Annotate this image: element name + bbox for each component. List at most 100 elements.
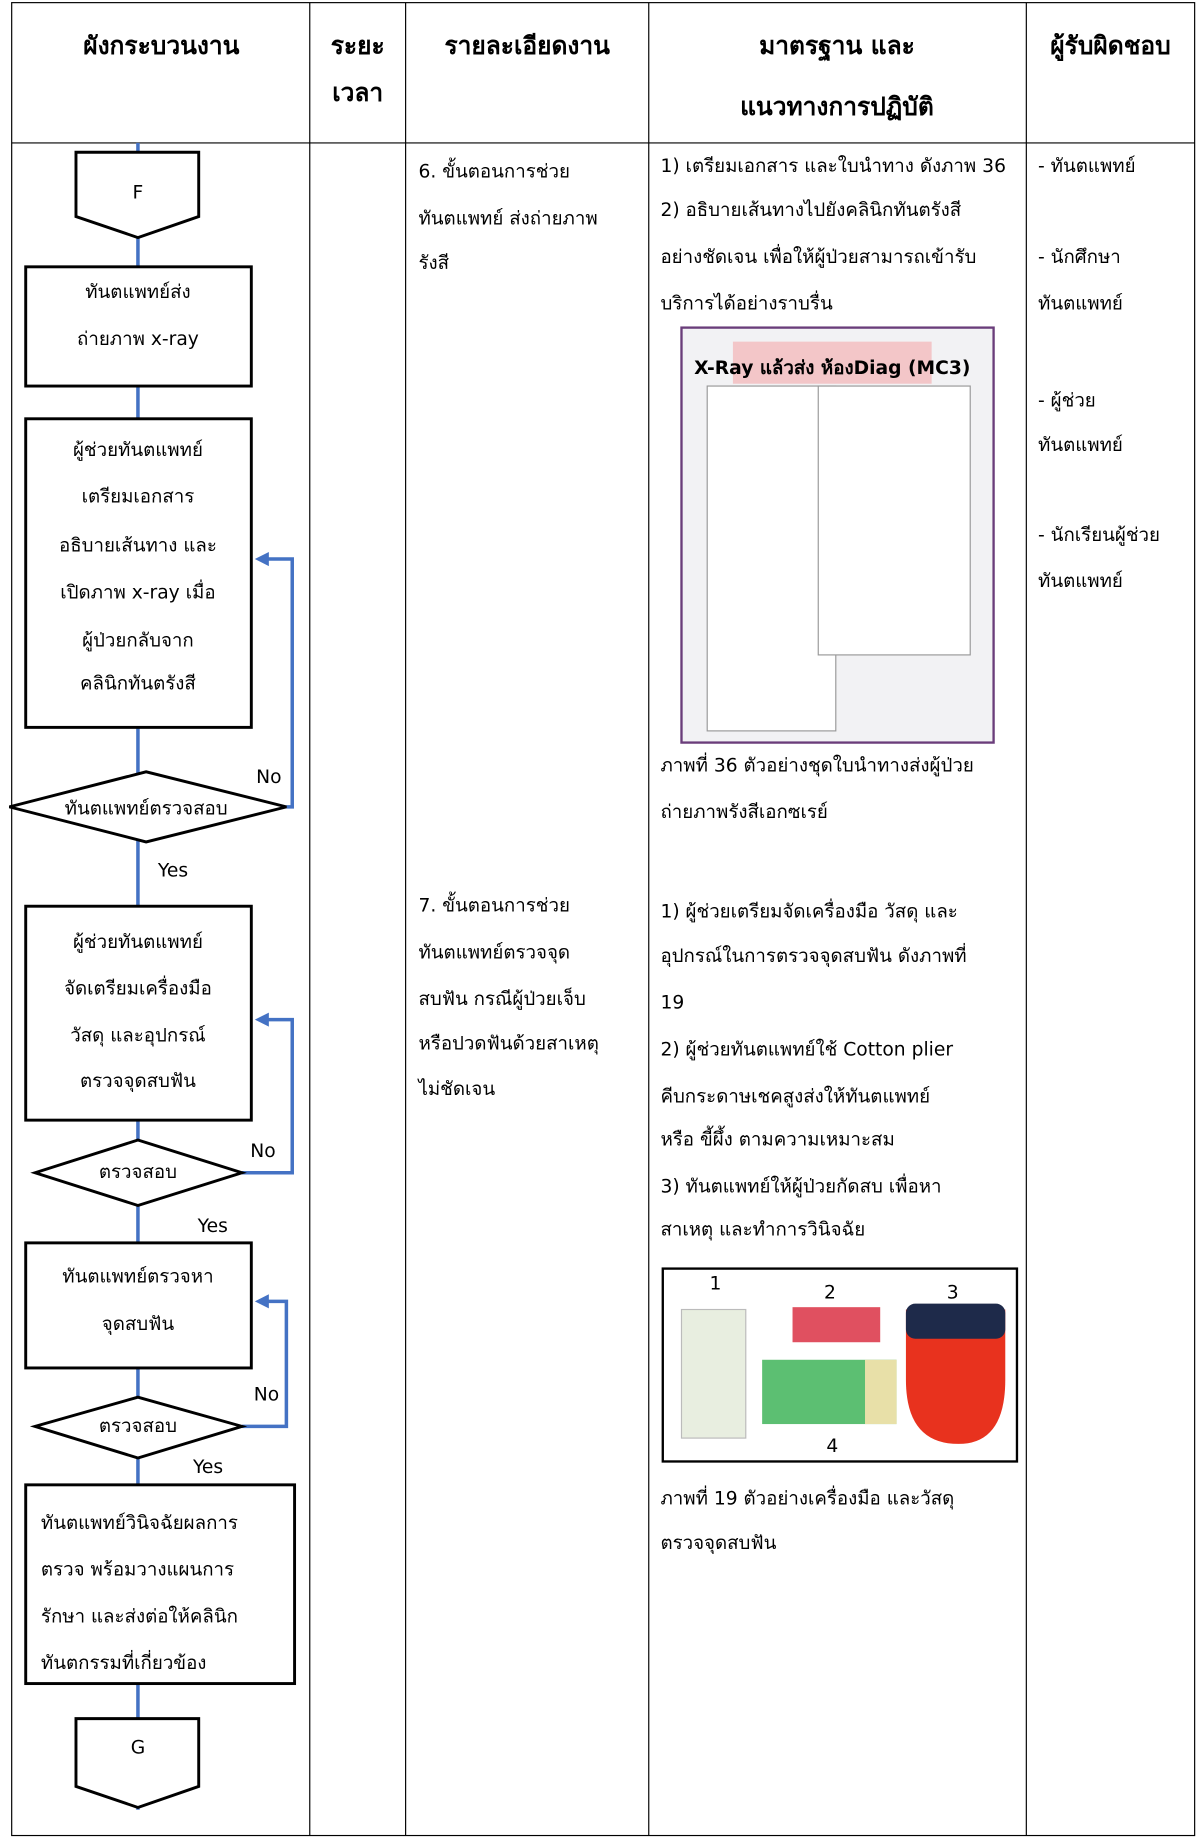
text: อย่างชัดเจน เพื่อให้ผู้ป่วยสามารถเข้ารับ [660,244,976,268]
text: ทันตกรรมที่เกี่ยวข้อง [41,1650,207,1674]
text: ทันตแพทย์ [1038,570,1123,592]
text: ระยะ [331,31,385,60]
text: ผู้ช่วยทันตแพทย์ [73,439,203,461]
text: - นักศึกษา [1038,247,1121,268]
image-36 [680,326,995,744]
decision [29,1395,248,1460]
text: 1) เตรียมเอกสาร และใบนำทาง ดังภาพ 36 [660,155,1006,177]
text: ตรวจจุดสบฟัน [660,1533,776,1555]
process-box [24,417,253,729]
table-border [11,2,1196,1837]
text: อุปกรณ์ในการตรวจจุดสบฟัน ดังภาพที่ [660,943,966,968]
text: เตรียมเอกสาร [82,487,195,508]
loop-arrow [259,557,294,809]
table-grid [11,2,1196,1837]
text: ถ่ายภาพรังสีเอกซเรย์ [660,801,827,823]
text: 7. ขั้นตอนการช่วย [418,892,569,917]
text: ผู้ป่วยกลับจาก [82,630,194,651]
text: สาเหตุ และทำการวินิจฉัย [660,1220,865,1242]
text: อธิบายเส้นทาง และ [59,536,217,557]
image-19 [661,1267,1019,1463]
text: ทันตแพทย์ส่ง [85,281,190,303]
text: - นักเรียนผู้ช่วย [1038,525,1160,546]
text: ตรวจสอบ [99,1162,177,1183]
text: 2) อธิบายเส้นทางไปยังคลินิกทันตรังสี [660,199,961,221]
flow [8,142,297,1810]
text: สบฟัน กรณีผู้ป่วยเจ็บ [418,986,585,1010]
text: รักษา และส่งต่อให้คลินิก [41,1605,238,1627]
paper [817,385,971,656]
arrow-head [254,552,269,1309]
text: จัดเตรียมเครื่องมือ [64,976,212,1000]
text: มาตรฐาน และ [759,31,915,62]
text: 1 [709,1273,721,1294]
text: No [254,1384,279,1405]
text: X-Ray แล้วส่ง ห้องDiag (MC3) [694,357,970,379]
text: ภาพที่ 19 ตัวอย่างเครื่องมือ และวัสดุ [660,1485,954,1510]
text: No [250,1141,275,1162]
text: จุดสบฟัน [102,1314,175,1336]
text: G [131,1737,145,1758]
text: ถ่ายภาพ x-ray [77,329,199,350]
text: เวลา [332,78,383,107]
text: รายละเอียดงาน [444,31,610,60]
text: แนวทางการปฏิบัติ [740,92,934,121]
text: ตรวจสอบ [99,1416,177,1437]
text: บริการได้อย่างราบรื่น [660,291,833,315]
loop-arrow [241,1017,294,1175]
text: Yes [157,861,188,882]
text: เปิดภาพ x-ray เมื่อ [60,579,215,603]
text: 2) ผู้ช่วยทันตแพทย์ใช้ Cotton plier [660,1039,953,1061]
text: รังสี [418,253,449,274]
text: ทันตแพทย์ [1038,293,1123,315]
text: ไม่ชัดเจน [416,1078,495,1100]
text: 1) ผู้ช่วยเตรียมจัดเครื่องมือ วัสดุ และ [660,899,957,924]
process-box [24,1241,253,1370]
red-paper [792,1307,881,1343]
loop-arrow [241,1299,289,1429]
text: ตรวจ พร้อมวางแผนการ [41,1560,234,1581]
text: 4 [826,1436,838,1457]
connector [74,1717,201,1810]
text: ผู้รับผิดชอบ [1050,31,1170,62]
text: ทันตแพทย์ [1038,434,1123,456]
text: หรือ ขี้ผึ้ง ตามความเหมาะสม [660,1126,894,1151]
text: วัสดุ และอุปกรณ์ [70,1024,205,1047]
text: 2 [824,1283,836,1304]
text: 6. ขั้นตอนการช่วย [418,158,569,183]
text: - ทันตแพทย์ [1038,155,1136,177]
text: 19 [660,993,684,1014]
text: ทันตแพทย์ ส่งถ่ายภาพ [418,207,597,229]
process-box [24,904,253,1122]
bite-holder-top [905,1303,1006,1339]
text: 3 [947,1283,959,1304]
text: ตรวจจุดสบฟัน [80,1071,196,1093]
text: ทันตแพทย์วินิจฉัยผลการ [41,1512,238,1534]
text: ทันตแพทย์ตรวจสอบ [65,798,228,820]
text: ผู้ช่วยทันตแพทย์ [73,931,203,953]
text: Yes [192,1457,223,1478]
sticky-note [732,341,932,384]
text: ผังกระบวนงาน [83,31,239,60]
connector [74,150,201,240]
text: คีบกระดาษเชคสูงส่งให้ทันตแพทย์ [660,1085,930,1107]
decision [8,770,287,844]
text: ภาพที่ 36 ตัวอย่างชุดใบนำทางส่งผู้ป่วย [660,752,973,777]
text: No [256,767,281,788]
text: - ผู้ช่วย [1038,391,1096,412]
text: ทันตแพทย์ตรวจหา [62,1265,213,1287]
yellow-paper [865,1359,897,1425]
floss-box [680,1308,747,1439]
text: คลินิกทันตรังสี [80,674,196,695]
decision [30,1138,247,1208]
process-box [24,265,253,388]
paper [706,385,837,732]
text: F [133,183,144,204]
text: Yes [197,1216,228,1237]
text: หรือปวดฟันด้วยสาเหตุ [418,1034,598,1056]
process-box [24,1483,297,1686]
bite-holder [905,1309,1006,1444]
text: 3) ทันตแพทย์ให้ผู้ป่วยกัดสบ เพื่อหา [660,1173,941,1197]
